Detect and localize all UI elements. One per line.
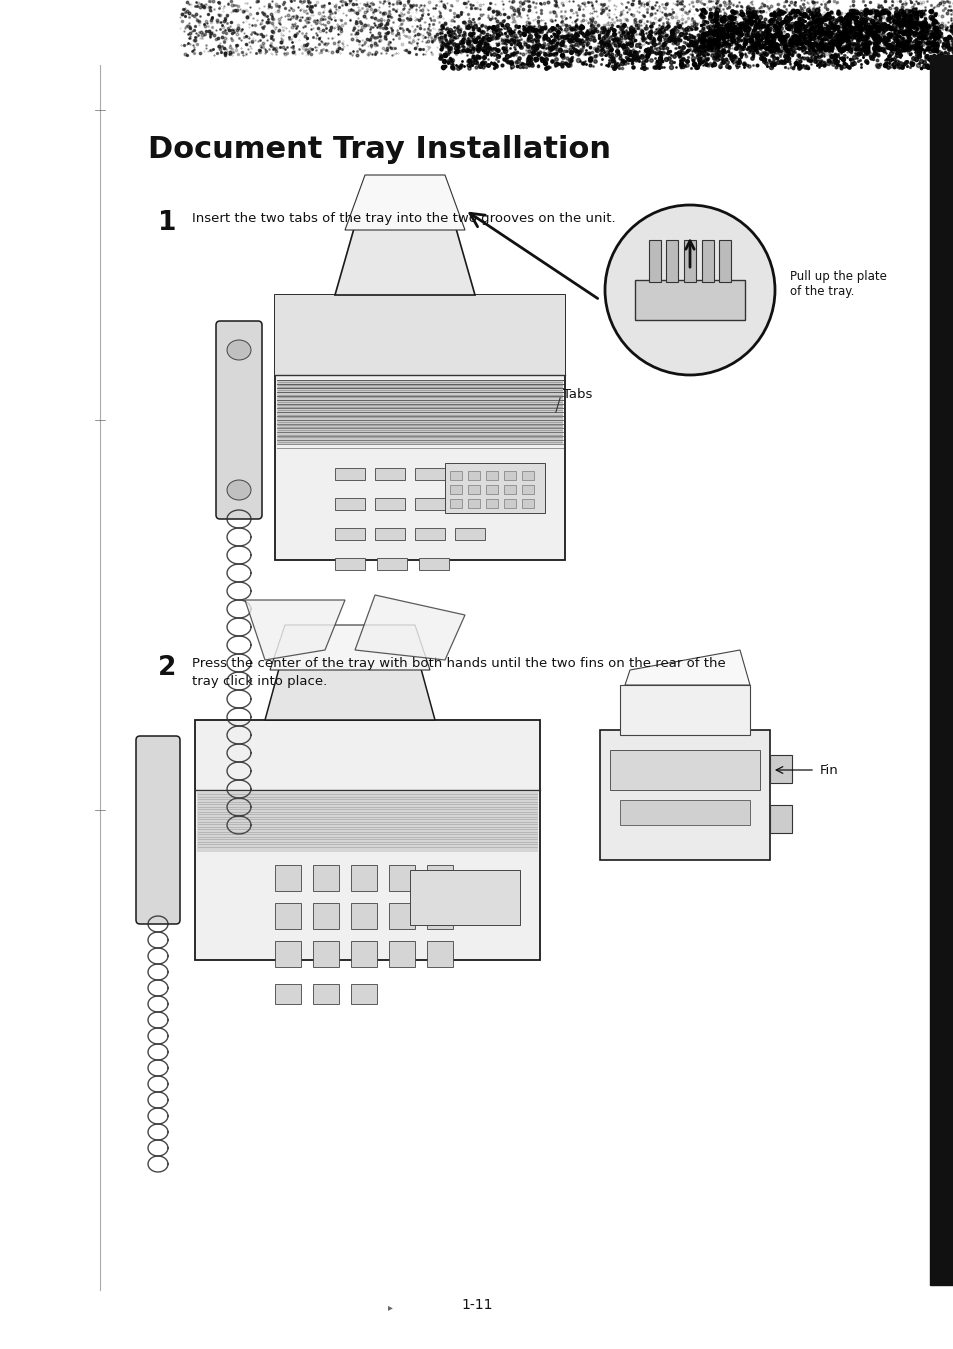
Bar: [503, 486, 516, 494]
Bar: [194, 720, 539, 960]
Bar: [450, 471, 461, 480]
Bar: [427, 942, 453, 967]
Text: Tabs: Tabs: [562, 389, 592, 402]
Bar: [427, 865, 453, 890]
Bar: [619, 685, 749, 735]
Bar: [274, 983, 301, 1004]
Bar: [450, 486, 461, 494]
Bar: [485, 499, 497, 509]
Bar: [769, 805, 791, 832]
Bar: [375, 527, 405, 540]
Text: Press the center of the tray with both hands until the two fins on the rear of t: Press the center of the tray with both h…: [192, 657, 725, 688]
Ellipse shape: [227, 340, 251, 360]
Bar: [701, 240, 713, 282]
Bar: [335, 498, 365, 510]
Bar: [313, 865, 338, 890]
Bar: [619, 800, 749, 826]
Bar: [274, 902, 301, 929]
Bar: [455, 468, 484, 480]
Text: Pull up the plate
of the tray.: Pull up the plate of the tray.: [789, 270, 886, 298]
Bar: [719, 240, 730, 282]
Text: 1-11: 1-11: [460, 1298, 493, 1313]
Bar: [503, 499, 516, 509]
Bar: [313, 902, 338, 929]
FancyBboxPatch shape: [215, 321, 262, 519]
Bar: [389, 865, 415, 890]
Polygon shape: [265, 665, 435, 720]
Bar: [274, 942, 301, 967]
FancyBboxPatch shape: [136, 737, 180, 924]
Bar: [274, 295, 564, 375]
Bar: [495, 468, 524, 480]
Text: ▸: ▸: [387, 1302, 392, 1313]
Bar: [375, 468, 405, 480]
Bar: [415, 527, 444, 540]
Bar: [335, 527, 365, 540]
Polygon shape: [355, 595, 464, 660]
Polygon shape: [345, 175, 464, 229]
Bar: [274, 295, 564, 560]
Bar: [521, 486, 534, 494]
Bar: [521, 471, 534, 480]
Bar: [450, 499, 461, 509]
Bar: [418, 558, 449, 571]
Bar: [276, 380, 562, 445]
Bar: [351, 983, 376, 1004]
Bar: [485, 471, 497, 480]
Bar: [468, 499, 479, 509]
Bar: [389, 942, 415, 967]
Bar: [485, 486, 497, 494]
Polygon shape: [270, 625, 430, 670]
Bar: [665, 240, 678, 282]
Bar: [468, 486, 479, 494]
Bar: [313, 942, 338, 967]
Bar: [648, 240, 660, 282]
Circle shape: [604, 205, 774, 375]
Text: 1: 1: [158, 210, 176, 236]
Bar: [274, 865, 301, 890]
Bar: [427, 902, 453, 929]
Text: 2: 2: [158, 656, 176, 681]
Bar: [351, 865, 376, 890]
Bar: [389, 902, 415, 929]
Bar: [335, 468, 365, 480]
Bar: [683, 240, 696, 282]
Bar: [444, 463, 544, 513]
Polygon shape: [624, 650, 749, 685]
Bar: [609, 750, 760, 791]
Polygon shape: [335, 225, 475, 295]
Bar: [503, 471, 516, 480]
Bar: [376, 558, 407, 571]
Bar: [335, 558, 365, 571]
Bar: [351, 942, 376, 967]
Bar: [635, 281, 744, 320]
Bar: [929, 55, 953, 1286]
Text: Document Tray Installation: Document Tray Installation: [148, 135, 610, 165]
Bar: [521, 499, 534, 509]
Bar: [196, 792, 537, 853]
Bar: [468, 471, 479, 480]
Bar: [313, 983, 338, 1004]
Bar: [415, 498, 444, 510]
Bar: [410, 870, 519, 925]
Bar: [495, 498, 524, 510]
Ellipse shape: [227, 480, 251, 500]
Bar: [455, 527, 484, 540]
Polygon shape: [245, 600, 345, 660]
Bar: [769, 755, 791, 782]
Bar: [351, 902, 376, 929]
Bar: [415, 468, 444, 480]
Text: Fin: Fin: [820, 764, 838, 777]
Bar: [455, 498, 484, 510]
Text: Insert the two tabs of the tray into the two grooves on the unit.: Insert the two tabs of the tray into the…: [192, 212, 615, 225]
Bar: [599, 730, 769, 861]
Bar: [375, 498, 405, 510]
